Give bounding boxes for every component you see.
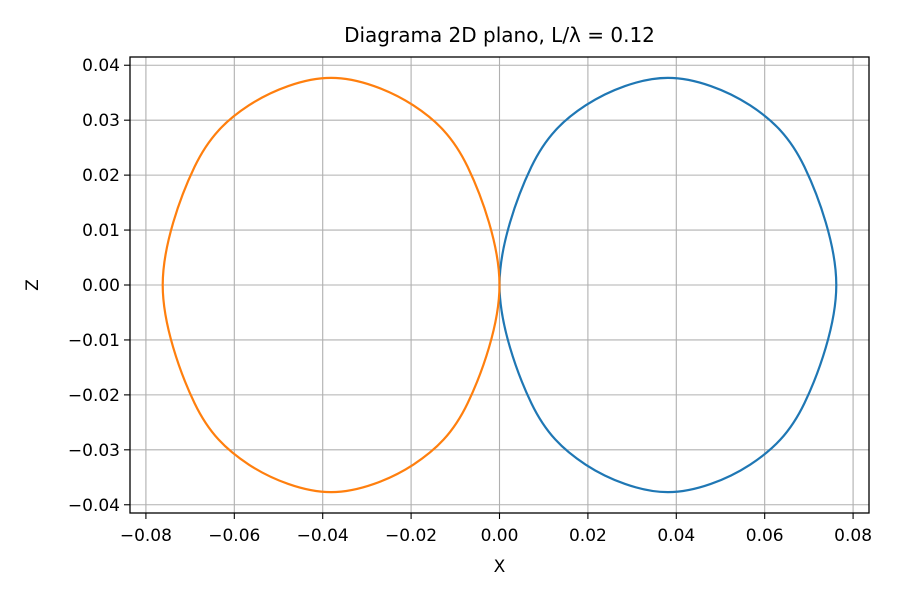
series-group [161,76,838,494]
y-axis-label: Z [23,279,43,291]
chart-title: Diagrama 2D plano, L/λ = 0.12 [344,23,655,47]
x-tick-label: −0.08 [120,526,172,546]
series-line-left-lobe [161,76,501,494]
y-tick-label: 0.02 [82,166,120,186]
y-tick-label: 0.01 [82,221,120,241]
x-tick-label: −0.04 [297,526,349,546]
x-tick-label: 0.08 [834,526,872,546]
y-axis-ticks: 0.04 0.03 0.02 0.01 0.00 −0.01 −0.02 −0.03 −0.04 [68,56,130,516]
x-tick-label: 0.00 [481,526,519,546]
x-tick-label: 0.06 [746,526,784,546]
y-tick-label: −0.01 [68,331,120,351]
x-tick-label: 0.02 [569,526,607,546]
x-tick-label: 0.04 [657,526,695,546]
y-tick-label: 0.00 [82,276,120,296]
y-tick-label: −0.02 [68,386,120,406]
x-axis-label: X [494,557,506,577]
x-tick-label: −0.06 [208,526,260,546]
y-tick-label: −0.03 [68,441,120,461]
y-tick-label: 0.04 [82,56,120,76]
y-tick-label: −0.04 [68,496,120,516]
series-line-right-lobe [498,76,838,494]
x-axis-ticks: −0.08 −0.06 −0.04 −0.02 0.00 0.02 0.04 0.06 0.08 [120,513,872,546]
y-tick-label: 0.03 [82,111,120,131]
x-tick-label: −0.02 [385,526,437,546]
